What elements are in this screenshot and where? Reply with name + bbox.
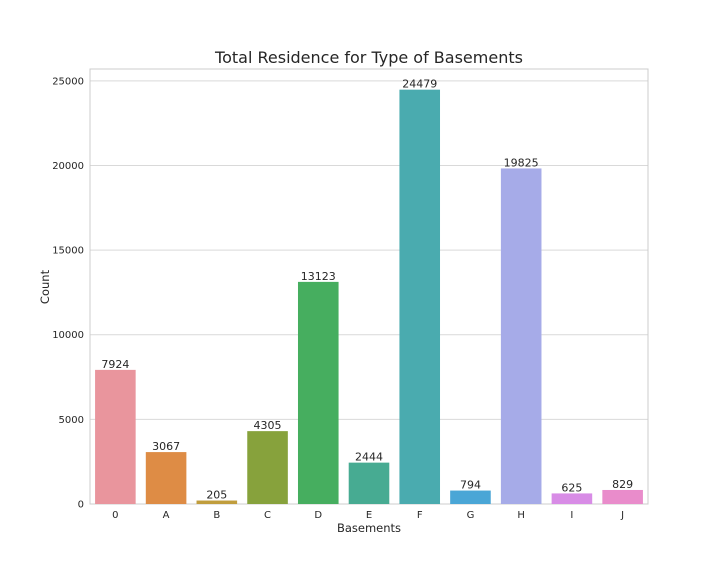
bar-value-label: 19825 xyxy=(504,156,539,169)
x-tick-label: I xyxy=(570,510,573,521)
y-tick-label: 10000 xyxy=(52,330,84,341)
bar-value-label: 205 xyxy=(206,489,227,502)
bar-b xyxy=(196,500,238,504)
y-tick-label: 20000 xyxy=(52,161,84,172)
x-tick-label: A xyxy=(163,510,170,521)
bar-e xyxy=(348,462,390,504)
bar-value-label: 7924 xyxy=(101,358,129,371)
y-tick-label: 0 xyxy=(78,500,84,511)
bar-c xyxy=(247,431,288,504)
bar-d xyxy=(297,281,339,504)
y-tick-label: 25000 xyxy=(52,76,84,87)
x-axis-label: Basements xyxy=(337,521,401,535)
bar-value-label: 625 xyxy=(561,481,582,494)
y-tick-label: 15000 xyxy=(52,246,84,257)
bar-value-label: 13123 xyxy=(301,270,336,283)
x-tick-label: E xyxy=(366,510,372,521)
bar-i xyxy=(551,493,593,504)
y-tick-label: 5000 xyxy=(59,415,84,426)
bar-j xyxy=(602,489,643,504)
x-tick-label: B xyxy=(213,510,220,521)
bar-value-label: 4305 xyxy=(254,419,282,432)
bar-value-label: 2444 xyxy=(355,451,383,464)
x-tick-label: D xyxy=(314,510,322,521)
x-tick-label: G xyxy=(467,510,475,521)
bar-value-label: 24479 xyxy=(402,78,437,91)
plot-area xyxy=(89,68,649,505)
bar-g xyxy=(450,490,491,504)
bar-value-label: 794 xyxy=(460,479,481,492)
x-tick-label: J xyxy=(620,510,624,521)
bar-a xyxy=(145,452,187,504)
bar-h xyxy=(500,168,542,504)
bar-value-label: 3067 xyxy=(152,440,180,453)
x-tick-label: F xyxy=(417,510,423,521)
bar-0 xyxy=(95,369,136,504)
bar-f xyxy=(399,89,441,504)
value-labels: 7924 3067 205 4305 13123 2444 24479 794 19825 625… xyxy=(101,78,633,502)
chart-title: Total Residence for Type of Basements xyxy=(214,48,523,67)
x-tick-label: H xyxy=(517,510,525,521)
y-tick-labels: 0 5000 10000 15000 20000 25000 xyxy=(52,76,84,510)
x-tick-labels: 0 A B C D E F G H I J xyxy=(112,510,624,521)
x-tick-label: C xyxy=(264,510,271,521)
bars xyxy=(95,89,643,504)
bar-value-label: 829 xyxy=(612,478,633,491)
x-tick-label: 0 xyxy=(112,510,118,521)
y-axis-label: Count xyxy=(38,269,52,304)
